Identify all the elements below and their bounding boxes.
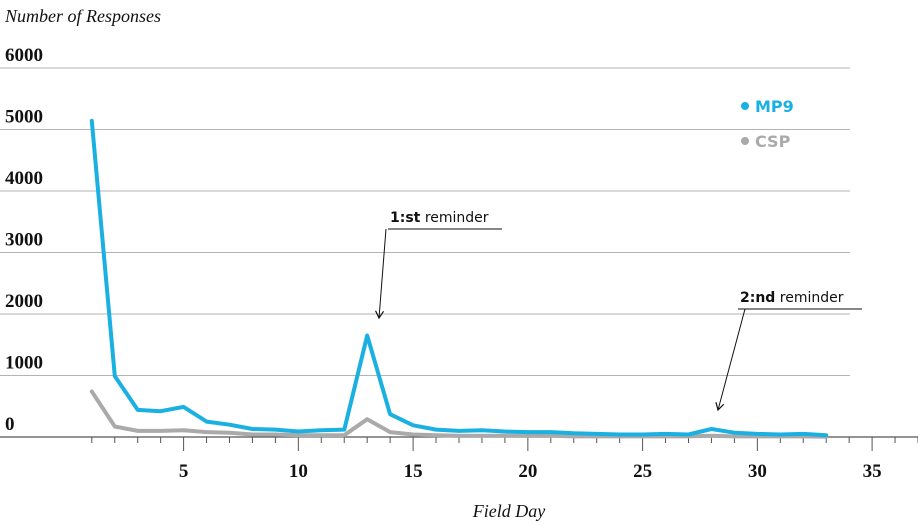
annotation-label-bold: 2:nd (740, 290, 775, 306)
legend-label-csp: CSP (755, 132, 791, 151)
annotation-arrowhead (375, 310, 385, 320)
annotation-arrowhead (715, 402, 725, 412)
series-line-mp9 (89, 118, 829, 438)
annotation-label: 2:nd reminder (740, 290, 844, 306)
y-tick-label: 0 (5, 414, 15, 435)
y-tick-label: 5000 (5, 107, 43, 128)
y-axis-title: Number of Responses (4, 6, 161, 26)
x-tick-label: 35 (863, 461, 882, 482)
legend-label-mp9: MP9 (755, 97, 794, 116)
y-tick-label: 2000 (5, 291, 43, 312)
y-tick-label: 6000 (5, 45, 43, 66)
annotation-label-rest: reminder (420, 210, 488, 226)
x-tick-label: 10 (289, 461, 308, 482)
y-tick-label: 4000 (5, 168, 43, 189)
annotation-label-rest: reminder (775, 290, 843, 306)
x-tick-label: 20 (518, 461, 537, 482)
annotation-arrow (717, 308, 746, 411)
gridlines (0, 67, 850, 376)
y-tick-label: 1000 (5, 353, 43, 374)
x-axis (0, 436, 918, 451)
series-line-csp (89, 389, 829, 439)
series-lines (89, 118, 829, 439)
x-tick-label: 5 (179, 461, 189, 482)
legend-marker-csp (741, 137, 749, 145)
y-tick-labels: 0 1000 2000 3000 4000 5000 6000 (5, 45, 43, 435)
annotation-label: 1:st reminder (390, 210, 489, 226)
legend: MP9 CSP (741, 97, 794, 151)
x-tick-label: 15 (404, 461, 423, 482)
x-tick-label: 25 (633, 461, 652, 482)
x-axis-title: Field Day (472, 501, 545, 521)
y-tick-label: 3000 (5, 230, 43, 251)
x-tick-labels: 5 10 15 20 25 30 35 (179, 461, 882, 482)
x-tick-label: 30 (748, 461, 767, 482)
annotation-label-bold: 1:st (390, 210, 421, 226)
legend-marker-mp9 (741, 102, 749, 110)
annotation-arrow (378, 228, 387, 319)
